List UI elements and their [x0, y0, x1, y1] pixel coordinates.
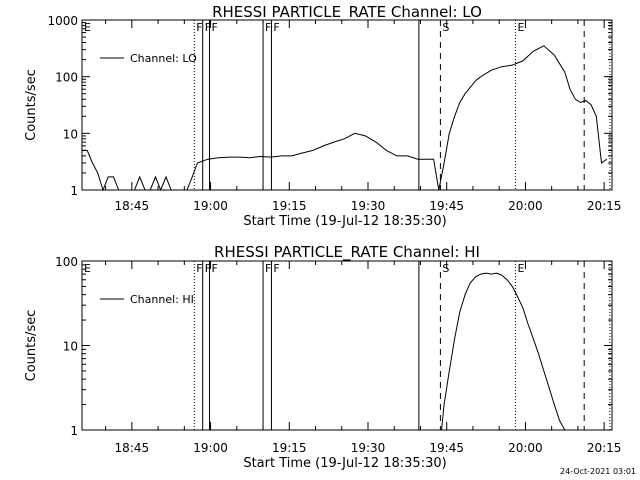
chart-1-marker-label-e: E: [517, 262, 524, 275]
chart-0-marker-label-e: E: [517, 21, 524, 34]
chart-0-y-axis-label: Counts/sec: [24, 69, 39, 141]
chart-0-y-tick-label: 10: [63, 127, 78, 141]
chart-0-x-tick-label: 20:00: [508, 199, 543, 213]
chart-1-x-tick-label: 19:30: [351, 441, 386, 455]
chart-1-marker-label-s: S: [442, 262, 449, 275]
chart-1-marker-label-e: E: [84, 262, 91, 275]
chart-0-marker-label-f: F: [212, 21, 218, 34]
chart-1-marker-label-f: F: [265, 262, 271, 275]
chart-1-plot-frame: [81, 260, 613, 431]
chart-0-x-tick-label: 20:15: [587, 199, 622, 213]
chart-1-x-tick-label: 19:45: [429, 441, 464, 455]
chart-0-y-tick-label: 1000: [47, 14, 78, 28]
chart-1-marker-label-f: F: [205, 262, 211, 275]
chart-1-x-tick-label: 19:00: [193, 441, 228, 455]
chart-1-marker-label-f: F: [212, 262, 218, 275]
chart-0-marker-label-f: F: [265, 21, 271, 34]
chart-0-title: RHESSI PARTICLE_RATE Channel: LO: [212, 3, 482, 22]
chart-1-x-tick-label: 18:45: [115, 441, 150, 455]
chart-1-marker-label-f: F: [273, 262, 279, 275]
chart-1-y-axis-label: Counts/sec: [24, 310, 39, 382]
chart-0-x-tick-label: 19:45: [429, 199, 464, 213]
chart-1-x-tick-label: 20:00: [508, 441, 543, 455]
chart-0-x-tick-label: 19:30: [351, 199, 386, 213]
chart-1-series-line-0: [441, 272, 566, 431]
timestamp-label: 24-Oct-2021 03:01: [560, 467, 636, 476]
chart-1-x-axis-label: Start Time (19-Jul-12 18:35:30): [243, 456, 446, 471]
chart-0-marker-label-s: S: [442, 21, 449, 34]
chart-1-title: RHESSI PARTICLE_RATE Channel: HI: [214, 243, 480, 262]
chart-1-x-tick-label: 19:15: [272, 441, 307, 455]
chart-0-marker-label-f: F: [273, 21, 279, 34]
chart-1-x-tick-label: 20:15: [587, 441, 622, 455]
chart-0-y-tick-label: 100: [55, 71, 78, 85]
chart-1-y-tick-label: 10: [63, 340, 78, 354]
chart-0-x-axis-label: Start Time (19-Jul-12 18:35:30): [243, 214, 446, 229]
chart-1-marker-label-f: F: [196, 262, 202, 275]
chart-0-plot-frame: [81, 19, 613, 191]
chart-0-legend-label: Channel: LO: [130, 52, 197, 65]
chart-0-marker-label-e: E: [84, 21, 91, 34]
chart-1-y-tick-label: 1: [70, 424, 78, 438]
chart-1-legend-label: Channel: HI: [130, 293, 194, 306]
chart-0-y-tick-label: 1: [70, 184, 78, 198]
chart-0-x-tick-label: 19:15: [272, 199, 307, 213]
chart-0-marker-label-f: F: [205, 21, 211, 34]
chart-0-x-tick-label: 18:45: [115, 199, 150, 213]
chart-1-y-tick-label: 100: [55, 255, 78, 269]
chart-0-series-line-0: [82, 45, 608, 192]
chart-0-x-tick-label: 19:00: [193, 199, 228, 213]
chart-0-marker-label-f: F: [196, 21, 202, 34]
